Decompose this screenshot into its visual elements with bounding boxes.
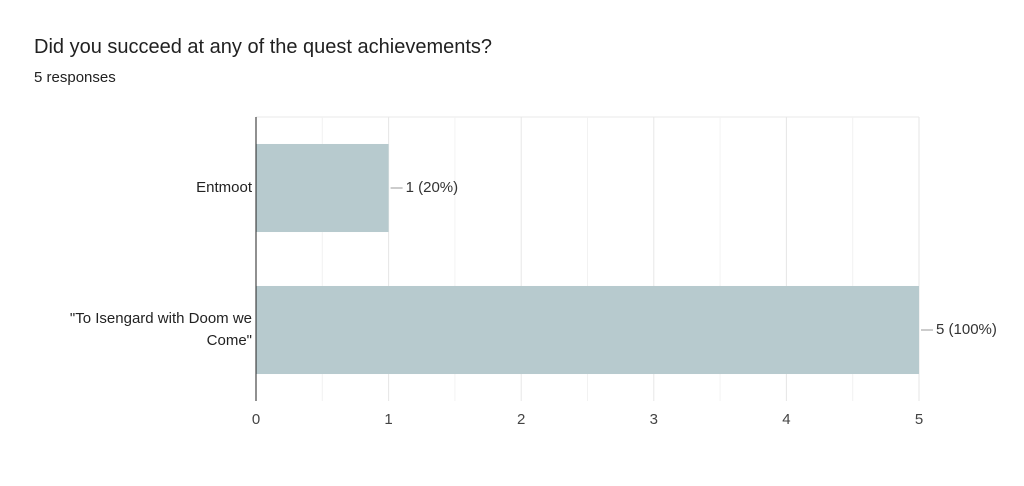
value-label: 5 (100%) — [936, 321, 997, 338]
x-tick-label: 5 — [915, 411, 923, 428]
y-tick-label: "To Isengard with Doom we Come" — [69, 310, 252, 349]
x-tick-label: 0 — [252, 411, 260, 428]
chart-subtitle: 5 responses — [34, 69, 116, 86]
y-tick-label: Entmoot — [196, 179, 252, 196]
x-tick-label: 2 — [517, 411, 525, 428]
chart-title: Did you succeed at any of the quest achi… — [34, 36, 493, 58]
bar — [256, 285, 919, 375]
x-tick-label: 1 — [384, 411, 392, 428]
value-label: 1 (20%) — [406, 179, 459, 196]
bar — [256, 143, 389, 233]
x-tick-label: 4 — [782, 411, 790, 428]
x-tick-label: 3 — [650, 411, 658, 428]
